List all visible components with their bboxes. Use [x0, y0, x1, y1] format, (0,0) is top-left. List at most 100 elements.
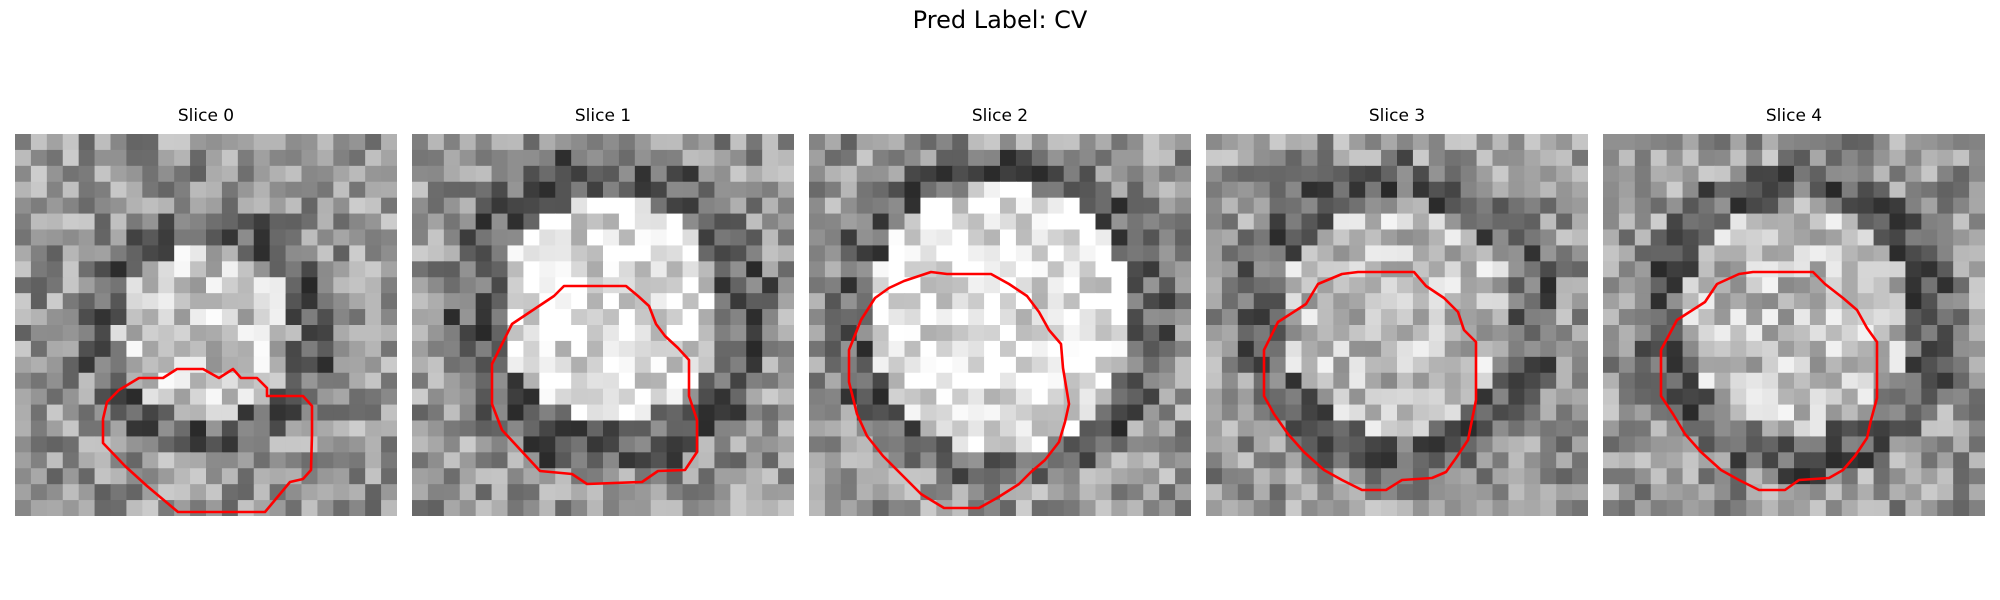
- pixel: [333, 261, 350, 278]
- pixel: [221, 372, 239, 390]
- pixel: [1618, 181, 1636, 199]
- pixel: [142, 452, 159, 469]
- pixel: [1095, 388, 1113, 406]
- pixel: [475, 356, 493, 374]
- pixel: [1000, 388, 1017, 406]
- pixel: [301, 500, 319, 516]
- pixel: [1428, 325, 1446, 342]
- pixel: [190, 293, 207, 310]
- pixel: [365, 468, 382, 485]
- pixel: [94, 245, 112, 262]
- pixel: [1111, 372, 1128, 390]
- pixel: [634, 468, 652, 485]
- pixel: [650, 134, 668, 151]
- pixel: [936, 165, 953, 183]
- pixel: [1666, 245, 1684, 262]
- pixel: [491, 388, 509, 406]
- pixel: [94, 277, 112, 294]
- pixel: [221, 197, 239, 215]
- pixel: [539, 356, 556, 374]
- pixel: [1857, 165, 1875, 183]
- pixel: [1825, 229, 1843, 247]
- pixel: [1349, 245, 1366, 262]
- pixel: [1079, 293, 1097, 310]
- pixel: [1492, 436, 1510, 453]
- pixel: [1746, 356, 1763, 374]
- pixel: [840, 420, 858, 438]
- pixel: [285, 372, 303, 390]
- pixel: [269, 340, 287, 358]
- pixel: [491, 165, 509, 183]
- pixel: [253, 149, 271, 167]
- pixel: [1127, 436, 1144, 453]
- pixel: [1237, 229, 1255, 247]
- pixel: [1285, 420, 1303, 438]
- pixel: [253, 484, 271, 501]
- pixel: [746, 372, 763, 390]
- pixel: [1841, 404, 1859, 422]
- pixel: [1825, 325, 1843, 342]
- pixel: [349, 213, 366, 231]
- pixel: [491, 468, 509, 485]
- pixel: [539, 372, 556, 390]
- pixel: [1508, 500, 1525, 516]
- pixel: [1556, 134, 1573, 151]
- pixel: [62, 452, 80, 469]
- pixel: [618, 197, 636, 215]
- pixel: [237, 134, 255, 151]
- pixel: [666, 356, 684, 374]
- pixel: [62, 484, 80, 501]
- pixel: [682, 356, 700, 374]
- pixel: [94, 181, 112, 199]
- pixel: [78, 261, 96, 278]
- pixel: [682, 229, 700, 247]
- pixel: [1825, 261, 1843, 278]
- pixel: [206, 436, 223, 453]
- pixel: [1508, 436, 1525, 453]
- pixel: [158, 452, 175, 469]
- pixel: [1937, 309, 1954, 326]
- pixel: [285, 500, 303, 516]
- pixel: [507, 277, 525, 294]
- pixel: [666, 309, 684, 326]
- pixel: [618, 149, 636, 167]
- pixel: [1269, 388, 1287, 406]
- pixel: [285, 436, 303, 453]
- pixel: [1237, 484, 1255, 501]
- pixel: [1825, 134, 1843, 151]
- pixel: [206, 245, 223, 262]
- pixel: [650, 436, 668, 453]
- pixel: [778, 468, 794, 485]
- pixel: [682, 165, 700, 183]
- pixel: [618, 452, 636, 469]
- pixel: [1365, 229, 1382, 247]
- pixel: [1937, 197, 1954, 215]
- pixel: [1809, 356, 1827, 374]
- pixel: [1650, 165, 1668, 183]
- pixel: [1111, 500, 1128, 516]
- pixel: [1317, 293, 1334, 310]
- pixel: [333, 165, 350, 183]
- pixel: [459, 277, 477, 294]
- pixel: [824, 277, 842, 294]
- pixel: [1921, 500, 1938, 516]
- pixel: [1000, 436, 1017, 453]
- pixel: [1698, 181, 1716, 199]
- pixel: [984, 484, 1001, 501]
- pixel: [1175, 452, 1191, 469]
- pixel: [1698, 277, 1716, 294]
- pixel: [1047, 388, 1065, 406]
- pixel: [1412, 245, 1430, 262]
- pixel: [888, 229, 906, 247]
- pixel: [856, 325, 874, 342]
- pixel: [1349, 356, 1366, 374]
- pixel: [1682, 420, 1700, 438]
- pixel: [78, 197, 96, 215]
- pixel: [587, 420, 604, 438]
- pixel: [1444, 245, 1462, 262]
- pixel: [1603, 229, 1620, 247]
- pixel: [1508, 165, 1525, 183]
- pixel: [1650, 181, 1668, 199]
- pixel: [698, 181, 716, 199]
- pixel: [1730, 325, 1747, 342]
